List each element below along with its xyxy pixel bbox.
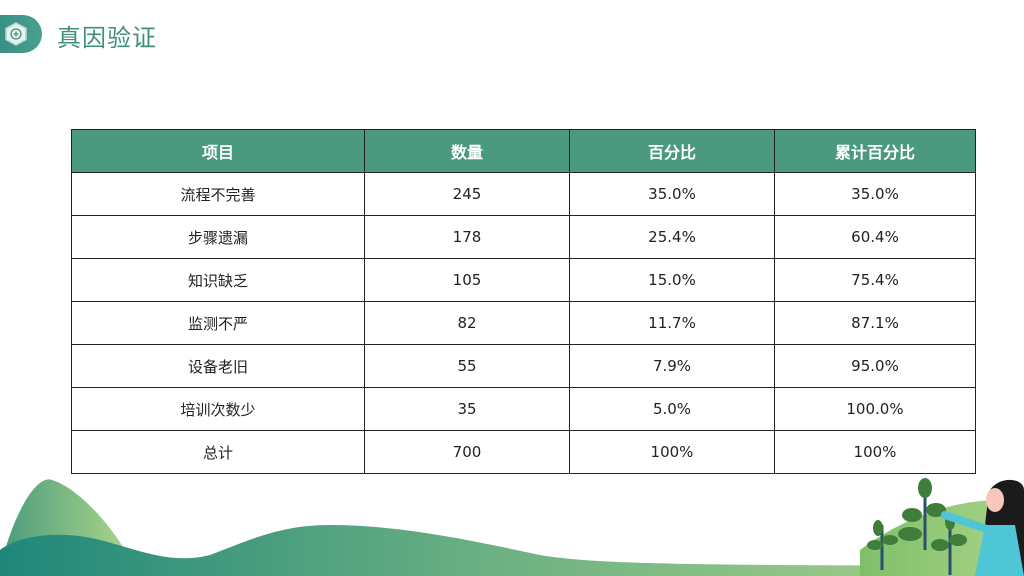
root-cause-table: 项目 数量 百分比 累计百分比 流程不完善 245 35.0% 35.0% 步骤遗漏 17… — [71, 129, 976, 474]
column-header: 百分比 — [569, 129, 775, 173]
table-cell: 步骤遗漏 — [71, 215, 365, 259]
table-cell: 监测不严 — [71, 301, 365, 345]
table-row: 流程不完善 245 35.0% 35.0% — [71, 172, 976, 216]
plant-icon — [867, 478, 967, 575]
table-row: 总计 700 100% 100% — [71, 430, 976, 474]
hexagon-plus-icon — [5, 22, 27, 46]
hills-decoration — [0, 478, 1024, 576]
table-row: 监测不严 82 11.7% 87.1% — [71, 301, 976, 345]
table-cell: 82 — [364, 301, 570, 345]
table-row: 设备老旧 55 7.9% 95.0% — [71, 344, 976, 388]
table-cell: 总计 — [71, 430, 365, 474]
table-row: 培训次数少 35 5.0% 100.0% — [71, 387, 976, 431]
table-cell: 知识缺乏 — [71, 258, 365, 302]
table-cell: 设备老旧 — [71, 344, 365, 388]
table-row: 步骤遗漏 178 25.4% 60.4% — [71, 215, 976, 259]
table-cell: 15.0% — [569, 258, 775, 302]
table-cell: 245 — [364, 172, 570, 216]
table-cell: 5.0% — [569, 387, 775, 431]
table-cell: 100.0% — [774, 387, 976, 431]
table-cell: 35.0% — [774, 172, 976, 216]
table-cell: 35.0% — [569, 172, 775, 216]
doctor-illustration — [941, 479, 1024, 576]
table-cell: 35 — [364, 387, 570, 431]
table-cell: 178 — [364, 215, 570, 259]
column-header: 累计百分比 — [774, 129, 976, 173]
table-cell: 培训次数少 — [71, 387, 365, 431]
table-header-row: 项目 数量 百分比 累计百分比 — [71, 129, 976, 173]
table-cell: 流程不完善 — [71, 172, 365, 216]
table-cell: 75.4% — [774, 258, 976, 302]
table-cell: 100% — [569, 430, 775, 474]
table-row: 知识缺乏 105 15.0% 75.4% — [71, 258, 976, 302]
table-cell: 100% — [774, 430, 976, 474]
column-header: 数量 — [364, 129, 570, 173]
table-cell: 105 — [364, 258, 570, 302]
table-cell: 7.9% — [569, 344, 775, 388]
table-cell: 87.1% — [774, 301, 976, 345]
table-cell: 95.0% — [774, 344, 976, 388]
page-title: 真因验证 — [57, 24, 157, 52]
table-cell: 25.4% — [569, 215, 775, 259]
table-cell: 11.7% — [569, 301, 775, 345]
table-cell: 55 — [364, 344, 570, 388]
table-cell: 60.4% — [774, 215, 976, 259]
table-cell: 700 — [364, 430, 570, 474]
column-header: 项目 — [71, 129, 365, 173]
